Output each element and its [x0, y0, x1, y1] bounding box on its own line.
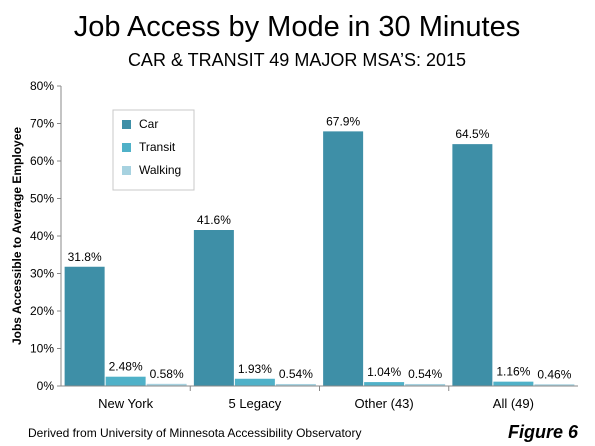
x-tick-label: 5 Legacy [228, 396, 281, 411]
bar-transit [105, 376, 146, 386]
x-tick-label: All (49) [493, 396, 534, 411]
figure-label: Figure 6 [508, 422, 579, 442]
chart-title: Job Access by Mode in 30 Minutes [74, 11, 521, 43]
data-label: 1.93% [238, 362, 272, 376]
data-label: 1.16% [496, 365, 530, 379]
bar-walking [405, 383, 446, 386]
bar-transit [364, 382, 405, 386]
y-tick-label: 60% [30, 154, 54, 168]
y-tick-label: 10% [30, 342, 54, 356]
bar-car [64, 266, 105, 386]
data-label: 64.5% [455, 127, 489, 141]
y-tick-label: 40% [30, 229, 54, 243]
y-axis: 0% 10% 20% 30% 40% 50% 60% 70% 80% [30, 79, 61, 393]
x-tick-label: New York [98, 396, 153, 411]
legend-swatch-walking [122, 166, 131, 175]
y-axis-label: Jobs Accessible to Average Employee [10, 127, 24, 345]
data-label: 0.46% [537, 367, 571, 381]
legend-label-walking: Walking [139, 163, 181, 177]
bar-walking [146, 383, 187, 386]
bar-car [193, 230, 234, 386]
legend-swatch-car [122, 120, 131, 129]
x-axis: New York 5 Legacy Other (43) All (49) [98, 386, 534, 411]
data-label: 1.04% [367, 365, 401, 379]
y-tick-label: 50% [30, 192, 54, 206]
data-label: 2.48% [109, 360, 143, 374]
bar-car [452, 144, 493, 386]
data-label: 0.54% [279, 367, 313, 381]
chart-subtitle: CAR & TRANSIT 49 MAJOR MSA’S: 2015 [128, 50, 466, 70]
source-note: Derived from University of Minnesota Acc… [28, 426, 361, 440]
y-tick-label: 70% [30, 117, 54, 131]
legend-swatch-transit [122, 143, 131, 152]
y-tick-label: 80% [30, 79, 54, 93]
x-tick-label: Other (43) [355, 396, 414, 411]
legend-label-car: Car [139, 117, 158, 131]
data-labels: 31.8% 2.48% 0.58% 41.6% 1.93% 0.54% 67.9% 1.04%… [68, 114, 572, 381]
data-label: 67.9% [326, 114, 360, 128]
bar-walking [534, 384, 575, 386]
data-label: 0.54% [408, 367, 442, 381]
bar-transit [493, 381, 534, 386]
bars [64, 131, 575, 386]
data-label: 0.58% [150, 367, 184, 381]
y-tick-label: 20% [30, 304, 54, 318]
data-label: 41.6% [197, 213, 231, 227]
bar-transit [234, 378, 275, 386]
legend: Car Transit Walking [112, 109, 195, 191]
data-label: 31.8% [68, 250, 102, 264]
bar-car [323, 131, 364, 386]
y-tick-label: 0% [37, 379, 55, 393]
y-tick-label: 30% [30, 267, 54, 281]
legend-label-transit: Transit [139, 140, 176, 154]
bar-walking [275, 383, 316, 386]
